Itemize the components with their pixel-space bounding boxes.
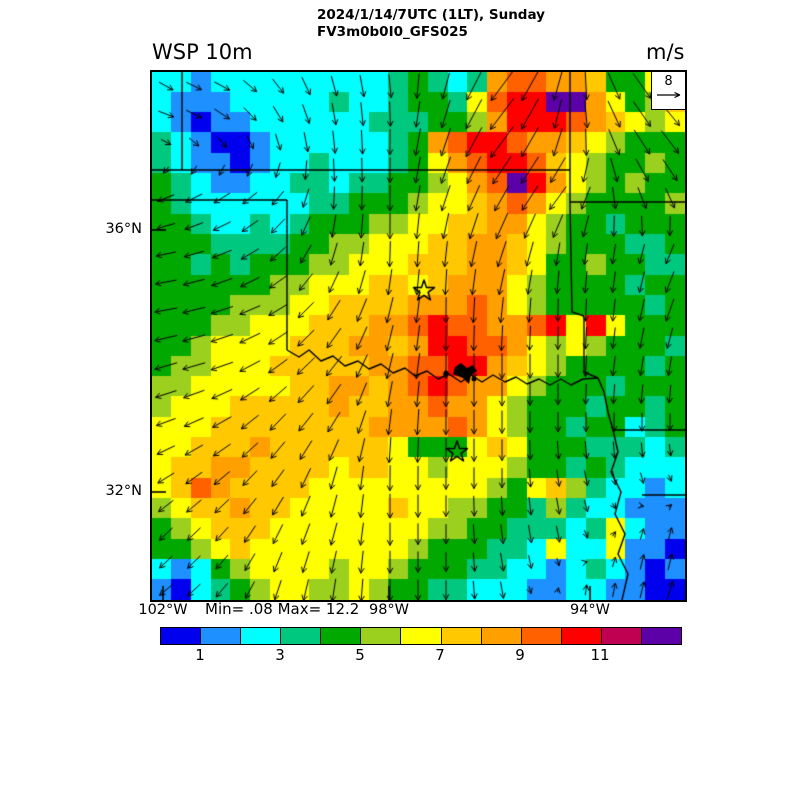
colorbar-segment <box>241 628 282 644</box>
colorbar-segment <box>521 628 562 644</box>
units-label: m/s <box>646 40 685 64</box>
lon-label-98w: 98°W <box>368 602 410 618</box>
minmax-stats: Min= .08 Max= 12.2 <box>205 600 360 618</box>
variable-label: WSP 10m <box>152 40 253 64</box>
colorbar-tick-label: 1 <box>195 646 205 664</box>
colorbar-segment <box>561 628 602 644</box>
reference-vector-value: 8 <box>664 74 673 89</box>
colorbar-tick-label: 5 <box>355 646 365 664</box>
lon-label-102w: 102°W <box>138 602 188 618</box>
colorbar-segment <box>361 628 402 644</box>
colorbar-segment <box>321 628 362 644</box>
wind-field-canvas <box>152 72 685 600</box>
colorbar-segment <box>441 628 482 644</box>
colorbar <box>160 627 682 645</box>
plot-date-title: 2024/1/14/7UTC (1LT), Sunday <box>317 7 545 23</box>
lat-label-32n: 32°N <box>105 483 142 499</box>
colorbar-tick-label: 7 <box>435 646 445 664</box>
colorbar-tick-label: 3 <box>275 646 285 664</box>
colorbar-tick-label: 9 <box>515 646 525 664</box>
colorbar-tick-label: 11 <box>590 646 610 664</box>
colorbar-segment <box>481 628 522 644</box>
map-frame: 8 <box>150 70 687 602</box>
colorbar-segment <box>161 628 202 644</box>
lon-label-94w: 94°W <box>569 602 611 618</box>
colorbar-segment <box>201 628 242 644</box>
colorbar-segment <box>281 628 322 644</box>
reference-vector-box: 8 <box>651 72 685 110</box>
colorbar-segment <box>601 628 642 644</box>
lat-label-36n: 36°N <box>105 221 142 237</box>
colorbar-segment <box>401 628 442 644</box>
colorbar-segment <box>641 628 682 644</box>
plot-model-title: FV3m0b0I0_GFS025 <box>317 24 468 40</box>
reference-vector-arrow-icon <box>656 91 680 99</box>
